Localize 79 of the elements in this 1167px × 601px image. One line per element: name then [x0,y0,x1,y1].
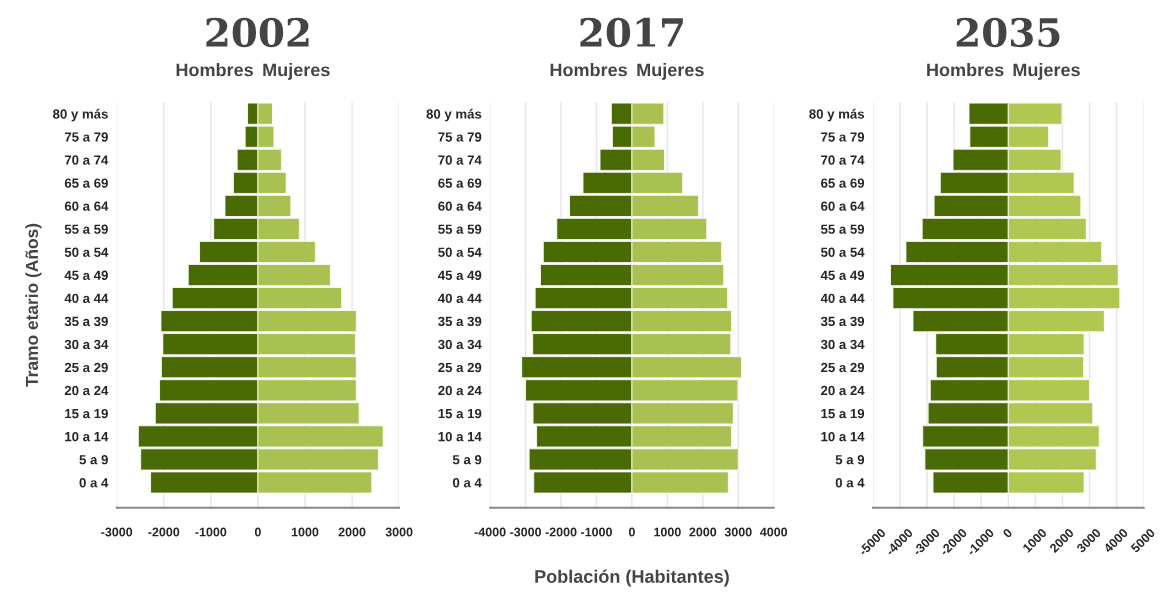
y-tick-label: 20 a 24 [438,385,482,396]
y-tick-label: 30 a 34 [64,339,109,350]
y-tick-label: 50 a 54 [438,247,482,257]
y-tick-label: 80 y más [426,108,482,122]
y-tick-label: 0 a 4 [452,478,482,488]
y-tick-label: 75 a 79 [438,132,482,142]
y-tick-label: 0 a 4 [79,478,109,488]
y-tick-label: 80 y más [809,108,865,122]
y-tick-label: 20 a 24 [821,385,865,396]
y-tick-label: 50 a 54 [64,247,109,257]
y-tick-label: 5 a 9 [452,455,482,465]
y-tick-label: 65 a 69 [438,178,482,188]
x-tick-label: 0 [1002,527,1013,539]
series-label: Hombres [550,63,627,77]
y-tick-label: 60 a 64 [821,201,865,211]
y-tick-label: 35 a 39 [438,316,482,327]
x-tick-label: 2000 [689,527,717,537]
series-label: Hombres [176,63,253,77]
y-tick-label: 15 a 19 [65,408,108,419]
x-tick-label: 0 [254,527,261,537]
series-label: Mujeres [637,63,704,80]
y-tick-label: 10 a 14 [65,431,109,442]
y-tick-label: 30 a 34 [438,339,482,350]
y-tick-label: 35 a 39 [64,316,108,327]
y-tick-label: 10 a 14 [821,431,865,442]
y-tick-label: 40 a 44 [437,293,482,303]
x-tick-label: -1000 [195,527,227,537]
x-tick-label: -2000 [148,527,180,537]
y-tick-label: 40 a 44 [820,293,865,303]
chart-title: 2017 [580,17,683,48]
y-tick-label: 15 a 19 [821,408,865,419]
y-tick-label: 75 a 79 [64,132,108,142]
y-tick-label: 45 a 49 [64,270,108,280]
x-tick-label: -1000 [580,527,612,537]
y-tick-label: 15 a 19 [438,408,482,419]
x-tick-label: -2000 [545,527,577,537]
y-tick-label: 60 a 64 [438,201,482,211]
y-tick-label: 40 a 44 [64,293,109,303]
x-tick-label: -4000 [474,527,506,537]
series-label: Mujeres [1013,63,1080,80]
chart-title: 2035 [956,17,1060,48]
y-tick-label: 80 y más [53,108,108,122]
series-label: Mujeres [263,63,330,80]
y-tick-label: 55 a 59 [438,224,482,234]
x-tick-label: -3000 [510,527,542,537]
y-tick-label: 70 a 74 [64,155,109,165]
y-tick-label: 55 a 59 [64,224,108,234]
series-label: Hombres [927,63,1004,77]
y-tick-label: 10 a 14 [438,431,482,442]
chart-title: 2002 [206,17,309,48]
y-tick-label: 20 a 24 [64,385,109,396]
y-tick-label: 65 a 69 [821,178,865,188]
y-tick-label: 30 a 34 [820,339,865,350]
x-axis-title: Población (Habitantes) [535,569,729,587]
x-tick-label: 1000 [291,527,319,537]
y-tick-label: 55 a 59 [820,224,865,234]
y-tick-label: 5 a 9 [835,455,865,465]
x-tick-label: 2000 [338,527,366,537]
y-tick-label: 5 a 9 [79,455,108,465]
y-tick-label: 70 a 74 [438,155,482,165]
x-tick-label: 1000 [654,527,681,537]
x-tick-label: 3000 [385,527,413,537]
y-tick-label: 35 a 39 [820,316,865,327]
y-tick-label: 25 a 29 [438,362,482,373]
x-tick-label: 4000 [760,527,788,537]
y-tick-label: 65 a 69 [64,178,108,188]
x-tick-label: 3000 [724,527,752,537]
y-tick-label: 60 a 64 [64,201,109,211]
y-tick-label: 25 a 29 [821,362,865,373]
y-tick-label: 0 a 4 [835,478,865,488]
y-tick-label: 75 a 79 [821,132,865,142]
y-tick-label: 50 a 54 [820,247,865,257]
x-tick-label: 0 [628,527,635,537]
y-tick-label: 45 a 49 [820,270,865,280]
x-tick-label: -3000 [101,527,133,537]
y-tick-label: 70 a 74 [821,155,865,165]
y-tick-label: 25 a 29 [64,362,108,373]
y-axis-title: Tramo etario (Años) [25,223,42,387]
y-tick-label: 45 a 49 [437,270,482,280]
